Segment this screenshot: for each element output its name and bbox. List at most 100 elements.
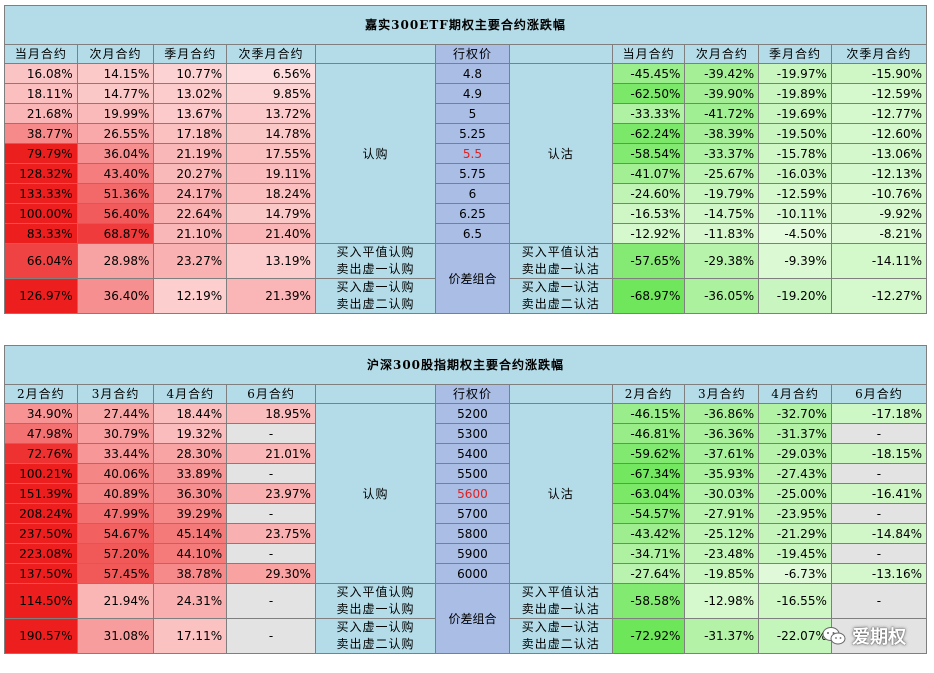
call-value-cell: - [226,503,316,524]
put-value-cell: -25.00% [758,483,832,504]
put-value-cell: -36.86% [684,403,760,424]
put-value-cell: -46.15% [611,403,686,424]
call-value-cell: 57.45% [76,563,155,584]
put-value-cell: -6.73% [758,563,832,584]
put-value-cell: -67.34% [611,463,686,484]
put-value-cell: -46.81% [611,423,686,444]
call-value-cell: - [226,618,316,654]
put-column-header: 次季月合约 [830,44,928,64]
call-value-cell: 44.10% [153,543,228,564]
call-value-cell: 137.50% [4,563,78,584]
put-value-cell: -29.03% [758,443,832,464]
put-spread-desc: 买入平值认沽 卖出虚一认沽 [508,583,613,619]
call-value-cell: 57.20% [76,543,155,564]
call-value-cell: 17.55% [226,143,316,164]
call-column-header: 4月合约 [153,384,228,404]
call-value-cell: 223.08% [4,543,78,564]
put-value-cell: -58.54% [611,143,686,164]
put-value-cell: -19.45% [758,543,832,564]
call-value-cell: - [226,543,316,564]
call-value-cell: 47.98% [4,423,78,444]
put-header-blank [508,384,613,404]
put-value-cell: -72.92% [611,618,686,654]
call-value-cell: 83.33% [4,223,78,244]
call-value-cell: 34.90% [4,403,78,424]
call-value-cell: - [226,463,316,484]
put-value-cell: -19.79% [684,183,760,204]
call-value-cell: 28.30% [153,443,228,464]
put-value-cell: -62.24% [611,123,686,144]
call-value-cell: 21.39% [226,278,316,314]
put-value-cell: -12.92% [611,223,686,244]
call-value-cell: 21.01% [226,443,316,464]
call-value-cell: 10.77% [153,63,228,84]
watermark: 爱期权 [822,623,906,649]
put-value-cell: -13.06% [830,143,928,164]
spread-desc-line: 卖出虚一认购 [336,602,415,616]
call-value-cell: 208.24% [4,503,78,524]
spread-desc-line: 卖出虚一认沽 [521,262,600,276]
spread-desc-line: 买入平值认沽 [521,245,600,259]
strike-price-cell: 5900 [435,543,510,564]
strike-price-cell: 5500 [435,463,510,484]
strike-price-cell: 5.75 [435,163,510,184]
put-value-cell: -13.16% [830,563,928,584]
call-value-cell: 21.10% [153,223,228,244]
call-value-cell: 21.68% [4,103,78,124]
call-value-cell: 18.11% [4,83,78,104]
put-value-cell: -10.76% [830,183,928,204]
call-value-cell: - [226,423,316,444]
strike-price-cell: 5200 [435,403,510,424]
call-value-cell: 56.40% [76,203,155,224]
call-label: 认购 [314,403,437,584]
put-value-cell: -19.50% [758,123,832,144]
call-value-cell: 13.72% [226,103,316,124]
spread-desc-line: 买入虚一认沽 [521,280,600,294]
call-value-cell: 23.27% [153,243,228,279]
put-value-cell: - [830,463,928,484]
put-value-cell: -22.07% [758,618,832,654]
call-value-cell: 14.77% [76,83,155,104]
put-value-cell: -17.18% [830,403,928,424]
put-value-cell: -25.12% [684,523,760,544]
call-column-header: 3月合约 [76,384,155,404]
call-value-cell: 47.99% [76,503,155,524]
call-value-cell: 29.30% [226,563,316,584]
put-value-cell: -21.29% [758,523,832,544]
table-title: 沪深300股指期权主要合约涨跌幅 [4,345,927,385]
table-row: 100.00% 56.40% 22.64% 14.79% 6.25 -16.53% -14.… [4,203,928,224]
put-value-cell: -16.03% [758,163,832,184]
put-value-cell: -41.07% [611,163,686,184]
spread-desc-line: 买入平值认沽 [521,585,600,599]
table-row: 47.98% 30.79% 19.32% -5300 -46.81% -36.36% -31… [4,423,928,444]
call-value-cell: 19.11% [226,163,316,184]
call-column-header: 次季月合约 [226,44,316,64]
call-value-cell: 13.19% [226,243,316,279]
put-value-cell: -68.97% [611,278,686,314]
put-value-cell: -38.39% [684,123,760,144]
call-value-cell: 38.77% [4,123,78,144]
put-value-cell: -35.93% [684,463,760,484]
put-column-header: 当月合约 [611,44,686,64]
call-value-cell: 23.75% [226,523,316,544]
call-value-cell: 31.08% [76,618,155,654]
put-value-cell: -24.60% [611,183,686,204]
call-value-cell: 18.44% [153,403,228,424]
combo-row: 126.97% 36.40% 12.19% 21.39% 买入虚一认购 卖出虚二认购 买入虚… [4,278,928,314]
call-value-cell: 22.64% [153,203,228,224]
call-value-cell: 40.89% [76,483,155,504]
table-row: 34.90% 27.44% 18.44% 18.95% 认购 5200 认沽 -46.15% -… [4,403,928,584]
put-value-cell: -31.37% [758,423,832,444]
call-column-header: 次月合约 [76,44,155,64]
put-column-header: 次月合约 [684,44,760,64]
call-value-cell: 36.40% [76,278,155,314]
etf-table: 嘉实300ETF期权主要合约涨跌幅 当月合约 次月合约 季月合约 次季月合约 行权价 当月合… [4,5,928,314]
call-value-cell: 40.06% [76,463,155,484]
put-value-cell: -16.55% [758,583,832,619]
combo-label: 价差组合 [435,243,510,314]
spread-desc-line: 卖出虚二认购 [336,637,415,651]
strike-price-cell: 5400 [435,443,510,464]
call-value-cell: 72.76% [4,443,78,464]
table-row: 38.77% 26.55% 17.18% 14.78% 5.25 -62.24% -38.3… [4,123,928,144]
put-value-cell: - [830,503,928,524]
